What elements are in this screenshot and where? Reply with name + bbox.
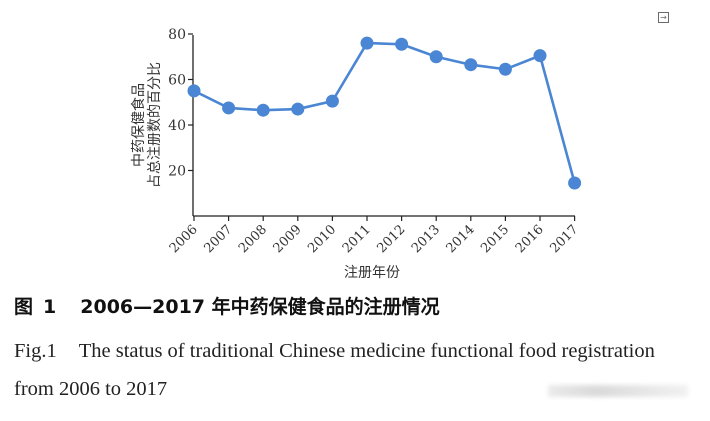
figure-caption-cn: 图 1 2006—2017 年中药保健食品的注册情况	[14, 292, 440, 319]
data-point	[222, 101, 236, 115]
figure-caption-en: Fig.1 The status of traditional Chinese m…	[14, 332, 694, 408]
data-point	[187, 84, 201, 98]
data-point	[360, 36, 374, 50]
series-line	[193, 41, 576, 184]
x-tick-label: 2017	[547, 222, 581, 256]
x-tick-label: 2006	[167, 222, 201, 256]
x-axis-label: 注册年份	[344, 265, 400, 281]
x-tick-label: 2009	[271, 222, 305, 256]
x-tick-label: 2012	[374, 222, 408, 256]
data-point	[568, 176, 582, 190]
caption-cn-prefix: 图	[14, 296, 34, 318]
x-tick-label: 2008	[236, 222, 270, 256]
x-tick-label: 2014	[444, 222, 478, 256]
export-icon[interactable]: →	[658, 12, 669, 23]
data-point	[498, 62, 512, 76]
data-point	[256, 103, 270, 117]
data-point	[395, 37, 409, 51]
caption-cn-number: 1	[43, 296, 57, 318]
y-axis-label-line-1: 中药保健食品	[130, 83, 147, 167]
x-tick-label: 2013	[409, 222, 443, 256]
data-point	[325, 94, 339, 108]
data-point	[291, 102, 305, 116]
caption-en-prefix: Fig.1	[14, 340, 57, 362]
caption-en-title: The status of traditional Chinese medici…	[14, 340, 655, 400]
x-tick-label: 2011	[340, 222, 374, 256]
x-tick-label: 2015	[478, 222, 512, 256]
x-tick-label: 2010	[305, 222, 339, 256]
y-tick-label: 20	[168, 164, 186, 180]
y-axis-label-line-2: 占总注册数的百分比	[147, 62, 163, 188]
data-point	[429, 50, 443, 64]
y-tick-label: 80	[168, 27, 186, 43]
y-tick-label: 40	[168, 118, 186, 134]
x-tick-label: 2016	[513, 222, 547, 256]
watermark	[548, 385, 688, 397]
y-tick-label: 60	[168, 73, 186, 89]
caption-cn-title: 2006—2017 年中药保健食品的注册情况	[80, 296, 440, 318]
x-tick-label: 2007	[201, 222, 235, 256]
data-point	[533, 49, 547, 63]
y-axis-label: 中药保健食品 占总注册数的百分比	[130, 62, 163, 188]
data-point	[464, 58, 478, 72]
